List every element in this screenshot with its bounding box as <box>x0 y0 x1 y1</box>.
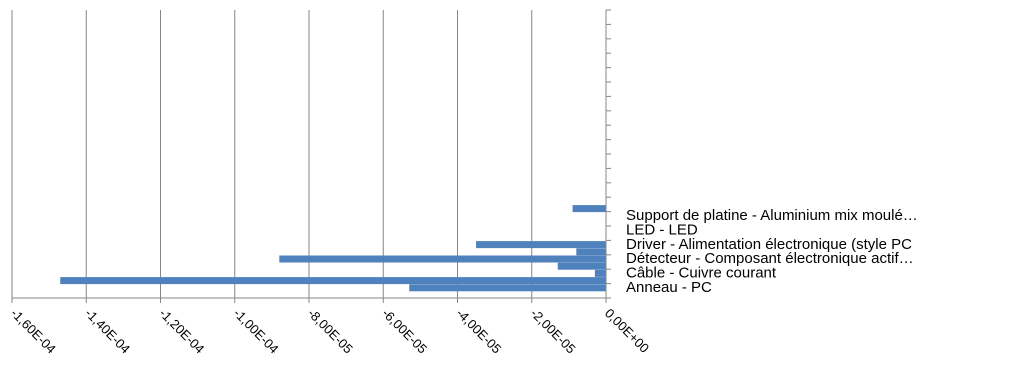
bar <box>572 205 606 213</box>
x-tick-labels: -1,60E-04 -1,40E-04 -1,20E-04 -1,00E-04 -8,0… <box>8 306 652 357</box>
x-tick-label: -8,00E-05 <box>305 306 356 357</box>
x-tick-label: -4,00E-05 <box>453 306 504 357</box>
y-axis-ticks <box>11 9 611 303</box>
bar <box>409 284 606 292</box>
bar <box>60 277 606 285</box>
category-label: Driver - Alimentation électronique (styl… <box>626 236 912 253</box>
x-tick-label: 0,00E+00 <box>602 306 652 356</box>
x-tick-label: -1,40E-04 <box>82 306 133 357</box>
bars <box>60 205 606 292</box>
bar <box>576 248 606 256</box>
bar <box>476 241 606 249</box>
category-label: Câble - Cuivre courant <box>626 265 777 282</box>
bar <box>594 269 606 277</box>
bar <box>557 262 606 270</box>
category-label: Support de platine - Aluminium mix moulé… <box>626 207 918 224</box>
x-tick-label: -1,60E-04 <box>8 306 59 357</box>
x-tick-label: -6,00E-05 <box>379 306 430 357</box>
x-tick-label: -1,00E-04 <box>231 306 282 357</box>
x-tick-label: -2,00E-05 <box>528 306 579 357</box>
bar <box>279 255 606 263</box>
category-label: LED - LED <box>626 221 698 238</box>
category-label: Anneau - PC <box>626 279 712 296</box>
category-label: Détecteur - Composant électronique actif… <box>626 250 914 267</box>
x-tick-label: -1,20E-04 <box>156 306 207 357</box>
gridlines <box>11 10 533 298</box>
